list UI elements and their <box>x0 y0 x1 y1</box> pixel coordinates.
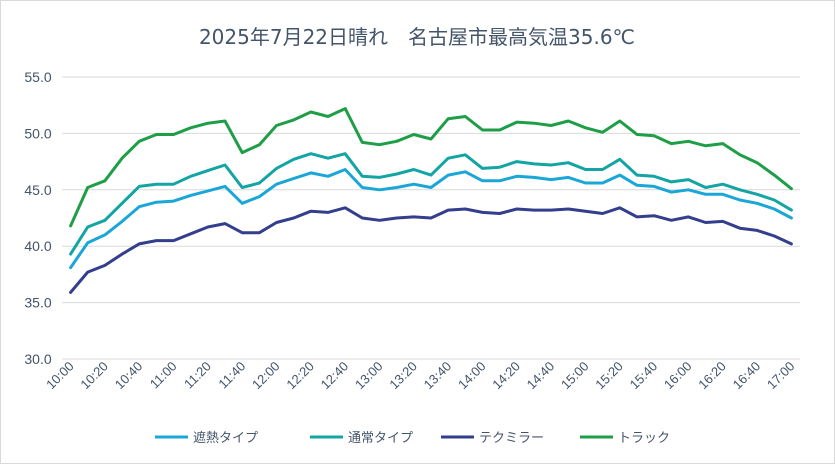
x-tick-label: 11:40 <box>215 359 248 392</box>
legend-label: 遮熱タイプ <box>193 430 258 446</box>
x-tick-label: 14:20 <box>489 359 523 393</box>
legend-label: トラック <box>618 431 670 446</box>
x-tick-label: 15:20 <box>592 359 626 393</box>
y-tick-label: 50.0 <box>24 125 51 141</box>
x-tick-label: 14:40 <box>524 359 558 393</box>
x-tick-label: 13:40 <box>421 359 455 393</box>
x-tick-label: 11:00 <box>147 359 180 392</box>
gridlines <box>62 76 800 360</box>
legend-label: テクミラー <box>479 431 544 446</box>
legend: 遮熱タイプ 通常タイプ テクミラー トラック <box>155 430 670 446</box>
chart-title: 2025年7月22日晴れ 名古屋市最高気温35.6℃ <box>199 25 635 49</box>
x-tick-label: 16:20 <box>695 359 729 393</box>
x-tick-label: 17:00 <box>764 359 798 393</box>
legend-label: 通常タイプ <box>348 431 413 446</box>
y-tick-label: 55.0 <box>24 69 51 85</box>
series-line-3 <box>69 107 793 228</box>
x-tick-label: 15:40 <box>627 359 661 393</box>
series-line-0 <box>69 168 793 270</box>
x-tick-label: 10:40 <box>112 359 146 393</box>
x-tick-label: 16:40 <box>730 359 764 393</box>
x-tick-label: 12:00 <box>249 359 283 393</box>
series-group <box>69 107 793 294</box>
y-tick-label: 40.0 <box>24 238 51 254</box>
x-tick-label: 13:20 <box>386 359 420 393</box>
y-tick-label: 35.0 <box>24 295 51 311</box>
y-tick-label: 30.0 <box>24 351 51 367</box>
x-axis: 10:00 10:20 10:40 11:00 11:20 11:40 12:00 12:20… <box>43 359 797 393</box>
series-line-1 <box>69 152 793 256</box>
y-axis: 30.0 35.0 40.0 45.0 50.0 55.0 <box>24 69 51 367</box>
x-tick-label: 12:40 <box>318 359 352 393</box>
x-tick-label: 15:00 <box>558 359 592 393</box>
x-tick-label: 11:20 <box>181 359 214 392</box>
x-tick-label: 13:00 <box>352 359 386 393</box>
series-line-2 <box>69 206 793 294</box>
x-tick-label: 12:20 <box>283 359 317 393</box>
x-tick-label: 14:00 <box>455 359 489 393</box>
y-tick-label: 45.0 <box>24 182 51 198</box>
x-tick-label: 10:20 <box>77 359 111 393</box>
x-tick-label: 16:00 <box>661 359 695 393</box>
